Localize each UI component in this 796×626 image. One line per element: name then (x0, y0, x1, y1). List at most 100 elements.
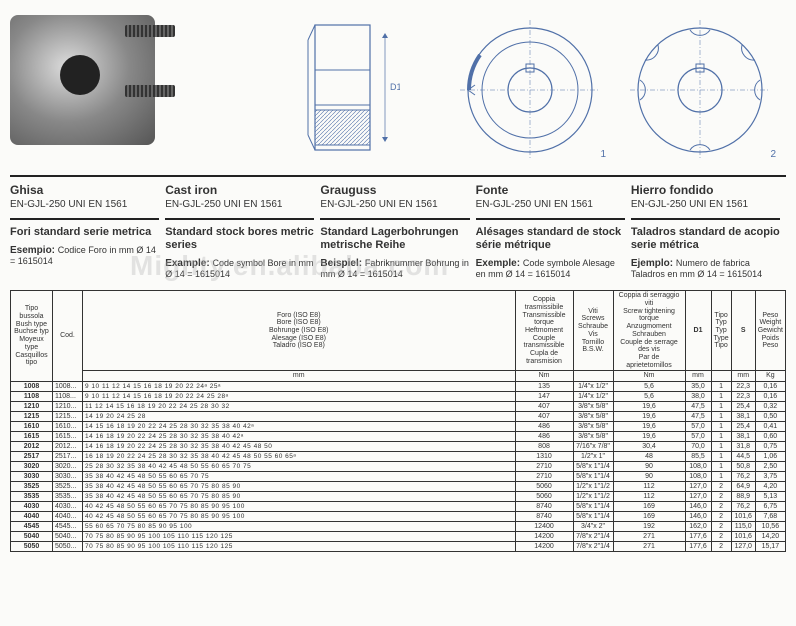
cell-torque: 5060 (515, 491, 573, 501)
section-title: Fori standard serie metrica (10, 226, 159, 239)
example-label: Example: Code symbol Bore in mm Ø 14 = 1… (165, 258, 314, 280)
cell-d1: 108,0 (685, 471, 711, 481)
cell-d1: 127,0 (685, 491, 711, 501)
cell-ht: 2 (711, 511, 731, 521)
table-row: 1610 1610... 14 15 16 18 19 20 22 24 25 … (11, 421, 786, 431)
cell-w: 0,16 (755, 381, 785, 391)
diagram-label-1: 1 (600, 149, 606, 160)
cell-torque: 486 (515, 421, 573, 431)
example-label: Beispiel: Fabriknummer Bohrung in mm Ø 1… (320, 258, 469, 280)
th-screws: VitiScrewsSchraubeVisTornilloB.S.W. (573, 291, 613, 371)
bushing-table: Tipo bussolaBush typeBuchse typMoyeux ty… (10, 290, 786, 552)
meta-col-2: Grauguss EN-GJL-250 UNI EN 1561 Standard… (320, 183, 475, 280)
cell-s: 101,6 (731, 531, 755, 541)
cell-tight: 90 (613, 471, 685, 481)
diagram-label-2: 2 (770, 149, 776, 160)
material-spec: EN-GJL-250 UNI EN 1561 (165, 199, 314, 210)
cell-torque: 2710 (515, 471, 573, 481)
table-row: 1615 1615... 14 16 18 19 20 22 24 25 28 … (11, 431, 786, 441)
th-ht-unit (711, 371, 731, 382)
table-row: 2517 2517... 16 18 19 20 22 24 25 28 30 … (11, 451, 786, 461)
cell-type: 1210 (11, 401, 53, 411)
cell-type: 3525 (11, 481, 53, 491)
cell-cod: 1008... (53, 381, 83, 391)
cell-bore: 14 15 16 18 19 20 22 24 25 28 30 32 35 3… (83, 421, 516, 431)
cell-d1: 70,0 (685, 441, 711, 451)
cell-tight: 5,6 (613, 391, 685, 401)
cell-s: 25,4 (731, 421, 755, 431)
cell-w: 0,16 (755, 391, 785, 401)
cell-bore: 70 75 80 85 90 95 100 105 110 115 120 12… (83, 541, 516, 551)
th-weight: PesoWeightGewichtPoidsPeso (755, 291, 785, 371)
cell-screws: 3/8"x 5/8" (573, 411, 613, 421)
d1-label: D1 (390, 82, 400, 92)
cell-cod: 3020... (53, 461, 83, 471)
cell-bore: 9 10 11 12 14 15 16 18 19 20 22 24ᵃ 25ᵃ (83, 381, 516, 391)
cell-tight: 19,6 (613, 421, 685, 431)
cell-s: 101,6 (731, 511, 755, 521)
cell-torque: 12400 (515, 521, 573, 531)
material-heading-row: Ghisa EN-GJL-250 UNI EN 1561 Fori standa… (10, 183, 786, 280)
cell-ht: 1 (711, 381, 731, 391)
meta-section: Ghisa EN-GJL-250 UNI EN 1561 Fori standa… (0, 170, 796, 290)
product-photo-area (10, 5, 190, 165)
cell-w: 3,75 (755, 471, 785, 481)
cell-s: 115,0 (731, 521, 755, 531)
cell-type: 1215 (11, 411, 53, 421)
technical-diagrams: D1 1 (190, 5, 786, 165)
cell-tight: 90 (613, 461, 685, 471)
cell-screws: 5/8"x 1"1/4 (573, 501, 613, 511)
section-title: Standard stock bores metric series (165, 226, 314, 252)
material-spec: EN-GJL-250 UNI EN 1561 (320, 199, 469, 210)
cell-cod: 2012... (53, 441, 83, 451)
cell-screws: 3/8"x 5/8" (573, 401, 613, 411)
cell-screws: 1/4"x 1/2" (573, 391, 613, 401)
cell-w: 10,56 (755, 521, 785, 531)
cell-bore: 11 12 14 15 16 18 19 20 22 24 25 28 30 3… (83, 401, 516, 411)
cell-bore: 25 28 30 32 35 38 40 42 45 48 50 55 60 6… (83, 461, 516, 471)
table-row: 3030 3030... 35 38 40 42 45 48 50 55 60 … (11, 471, 786, 481)
th-bore-unit: mm (83, 371, 516, 382)
cell-d1: 38,0 (685, 391, 711, 401)
cell-s: 76,2 (731, 501, 755, 511)
cell-type: 2517 (11, 451, 53, 461)
cell-torque: 135 (515, 381, 573, 391)
meta-col-1: Cast iron EN-GJL-250 UNI EN 1561 Standar… (165, 183, 320, 280)
cell-w: 0,75 (755, 441, 785, 451)
set-screw-1 (125, 25, 175, 37)
cell-type: 3535 (11, 491, 53, 501)
cell-s: 22,3 (731, 391, 755, 401)
cell-type: 1108 (11, 391, 53, 401)
cell-torque: 14200 (515, 531, 573, 541)
cell-bore: 40 42 45 48 50 55 60 65 70 75 80 85 90 9… (83, 511, 516, 521)
cell-ht: 1 (711, 471, 731, 481)
cell-s: 76,2 (731, 471, 755, 481)
table-row: 4545 4545... 55 60 65 70 75 80 85 90 95 … (11, 521, 786, 531)
example-label: Ejemplo: Numero de fabrica Taladros en m… (631, 258, 780, 280)
cell-type: 2012 (11, 441, 53, 451)
table-row: 4040 4040... 40 42 45 48 50 55 60 65 70 … (11, 511, 786, 521)
th-tight: Coppia di serraggio vitiScrew tightening… (613, 291, 685, 371)
cell-cod: 1210... (53, 401, 83, 411)
cell-ht: 1 (711, 391, 731, 401)
section-title: Alésages standard de stock série métriqu… (476, 226, 625, 252)
cell-ht: 2 (711, 501, 731, 511)
cell-s: 44,5 (731, 451, 755, 461)
cell-tight: 169 (613, 511, 685, 521)
cell-cod: 2517... (53, 451, 83, 461)
cell-tight: 30,4 (613, 441, 685, 451)
cell-s: 22,3 (731, 381, 755, 391)
cell-ht: 2 (711, 541, 731, 551)
cell-screws: 7/16"x 7/8" (573, 441, 613, 451)
top-section: D1 1 (0, 0, 796, 170)
th-type: Tipo bussolaBush typeBuchse typMoyeux ty… (11, 291, 53, 382)
cell-ht: 2 (711, 481, 731, 491)
cell-screws: 1/2"x 1" (573, 451, 613, 461)
table-row: 2012 2012... 14 16 18 19 20 22 24 25 28 … (11, 441, 786, 451)
meta-col-4: Hierro fondido EN-GJL-250 UNI EN 1561 Ta… (631, 183, 786, 280)
cell-d1: 146,0 (685, 511, 711, 521)
th-tight-unit: Nm (613, 371, 685, 382)
material-spec: EN-GJL-250 UNI EN 1561 (476, 199, 625, 210)
cell-cod: 4030... (53, 501, 83, 511)
cell-type: 4545 (11, 521, 53, 531)
